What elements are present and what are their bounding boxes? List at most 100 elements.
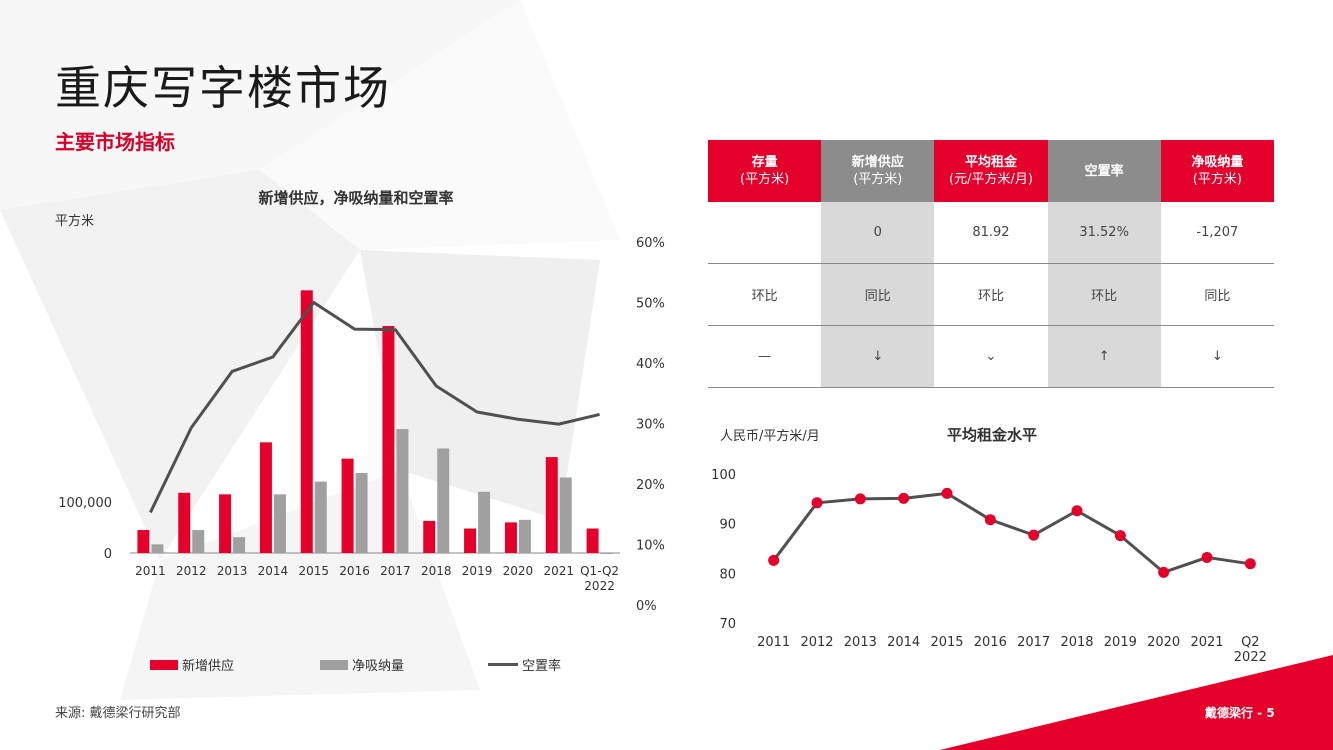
table-cell: 81.92 — [934, 202, 1048, 264]
trend-icon: ↑ — [1047, 325, 1161, 388]
bar-net-absorption — [233, 537, 246, 553]
bar-new-supply — [504, 522, 517, 553]
x-tick-label: 2020 — [1147, 635, 1180, 650]
legend-vacancy-line — [488, 663, 518, 666]
bar-net-absorption — [437, 448, 450, 553]
x-tick-label: 2019 — [1104, 635, 1137, 650]
y2-tick-label: 0% — [636, 599, 657, 614]
table-cell: 同比 — [1160, 263, 1274, 326]
x-tick-label: Q1-Q2 — [580, 564, 619, 578]
y-tick-label: 100 — [711, 468, 736, 483]
x-tick-label: 2021 — [1190, 635, 1223, 650]
y2-tick-label: 60% — [636, 236, 665, 251]
bar-new-supply — [178, 492, 191, 553]
x-tick-label: 2015 — [930, 635, 963, 650]
vacancy-line — [149, 301, 600, 514]
legend-supply: 新增供应 — [150, 655, 234, 674]
rent-point — [1201, 551, 1213, 563]
table-cell: 环比 — [934, 263, 1048, 326]
y-tick-label: 80 — [719, 567, 736, 582]
table-row: 环比 同比 环比 环比 同比 — [708, 263, 1274, 326]
x-tick-label: 2013 — [844, 635, 877, 650]
y2-tick-label: 20% — [636, 478, 665, 493]
x-tick-label: 2014 — [887, 635, 920, 650]
y2-tick-label: 50% — [636, 297, 665, 312]
bar-new-supply — [586, 528, 599, 553]
page-subtitle: 主要市场指标 — [55, 130, 175, 154]
x-tick-label: 2011 — [757, 635, 790, 650]
bar-new-supply — [259, 442, 272, 553]
rent-point — [984, 514, 996, 526]
y-tick-label: 100,000 — [58, 496, 112, 511]
x-tick-label: 2012 — [800, 635, 833, 650]
rent-point — [1114, 530, 1126, 542]
bar-new-supply — [341, 458, 354, 553]
rent-point — [854, 493, 866, 505]
table-cell: 同比 — [821, 263, 935, 326]
rent-chart-ylabel: 人民币/平方米/月 — [720, 428, 820, 444]
bar-new-supply — [137, 530, 150, 553]
bar-new-supply — [219, 494, 232, 553]
rent-line — [772, 491, 1251, 574]
footer-page-label: 戴德梁行 - 5 — [1205, 706, 1275, 720]
header-avg-rent: 平均租金 (元/平方米/月) — [934, 140, 1048, 202]
x-tick-label: 2018 — [421, 564, 452, 578]
bar-new-supply — [464, 528, 477, 553]
table-row: — ↓ ⌄ ↑ ↓ — [708, 325, 1274, 388]
y2-tick-label: 40% — [636, 357, 665, 372]
x-tick-label: 2022 — [1234, 650, 1267, 665]
table-header-row: 存量 (平方米) 新增供应 (平方米) 平均租金 (元/平方米/月) 空置率 净吸纳量… — [708, 140, 1274, 202]
bar-net-absorption — [396, 429, 409, 553]
bar-new-supply — [382, 326, 395, 553]
bar-net-absorption — [559, 477, 572, 553]
y-tick-label: 0 — [104, 547, 112, 562]
bar-net-absorption — [273, 494, 286, 553]
x-tick-label: 2017 — [380, 564, 411, 578]
table-cell — [708, 202, 822, 264]
average-rent-chart: 人民币/平方米/月 平均租金水平 70 80 90 100 2011 2012 2013 20… — [711, 426, 1267, 665]
x-tick-label: 2014 — [258, 564, 289, 578]
bar-new-supply — [545, 457, 558, 553]
bar-net-absorption — [355, 472, 368, 553]
rent-chart-title: 平均租金水平 — [947, 426, 1037, 444]
rent-point — [768, 554, 780, 566]
x-tick-label: 2018 — [1060, 635, 1093, 650]
legend-supply-label: 新增供应 — [182, 659, 235, 674]
header-net-absorption: 净吸纳量 (平方米) — [1160, 140, 1274, 202]
trend-icon: ⌄ — [934, 325, 1048, 388]
x-tick-label: 2019 — [462, 564, 493, 578]
y2-tick-label: 30% — [636, 418, 665, 433]
bar-net-absorption — [518, 519, 531, 553]
x-tick-label: 2016 — [974, 635, 1007, 650]
bar-net-absorption — [478, 491, 491, 553]
x-tick-label: Q2 — [1241, 635, 1260, 650]
table-cell: 环比 — [1047, 263, 1161, 326]
x-tick-label: 2013 — [217, 564, 248, 578]
bar-net-absorption — [314, 481, 327, 553]
combo-chart-title: 新增供应，净吸纳量和空置率 — [258, 189, 453, 207]
supply-absorption-vacancy-chart: 新增供应，净吸纳量和空置率 平方米 0 100,000 0% 10% 20% 30% 40%… — [55, 189, 665, 614]
market-indicators-table: 存量 (平方米) 新增供应 (平方米) 平均租金 (元/平方米/月) 空置率 净吸纳量… — [708, 140, 1274, 388]
rent-point — [1071, 505, 1083, 517]
x-tick-label: 2016 — [339, 564, 370, 578]
x-tick-label: 2015 — [298, 564, 329, 578]
rent-point — [1028, 529, 1040, 541]
bar-new-supply — [300, 290, 313, 553]
legend-supply-swatch — [150, 659, 178, 670]
header-new-supply: 新增供应 (平方米) — [821, 140, 935, 202]
legend-vacancy: 空置率 — [488, 655, 561, 674]
x-tick-label: 2011 — [135, 564, 166, 578]
legend-absorption: 净吸纳量 — [320, 655, 404, 674]
y2-tick-label: 10% — [636, 539, 665, 554]
source-note: 来源: 戴德梁行研究部 — [55, 706, 181, 721]
legend-absorption-label: 净吸纳量 — [352, 659, 405, 674]
bar-new-supply — [423, 520, 436, 553]
rent-point — [811, 497, 823, 509]
rent-point — [898, 492, 910, 504]
table-row: 0 81.92 31.52% -1,207 — [708, 202, 1274, 264]
trend-icon: ↓ — [821, 325, 935, 388]
trend-icon: — — [708, 325, 822, 388]
rent-point — [1244, 558, 1256, 570]
x-tick-label: 2017 — [1017, 635, 1050, 650]
header-vacancy: 空置率 — [1047, 140, 1161, 202]
